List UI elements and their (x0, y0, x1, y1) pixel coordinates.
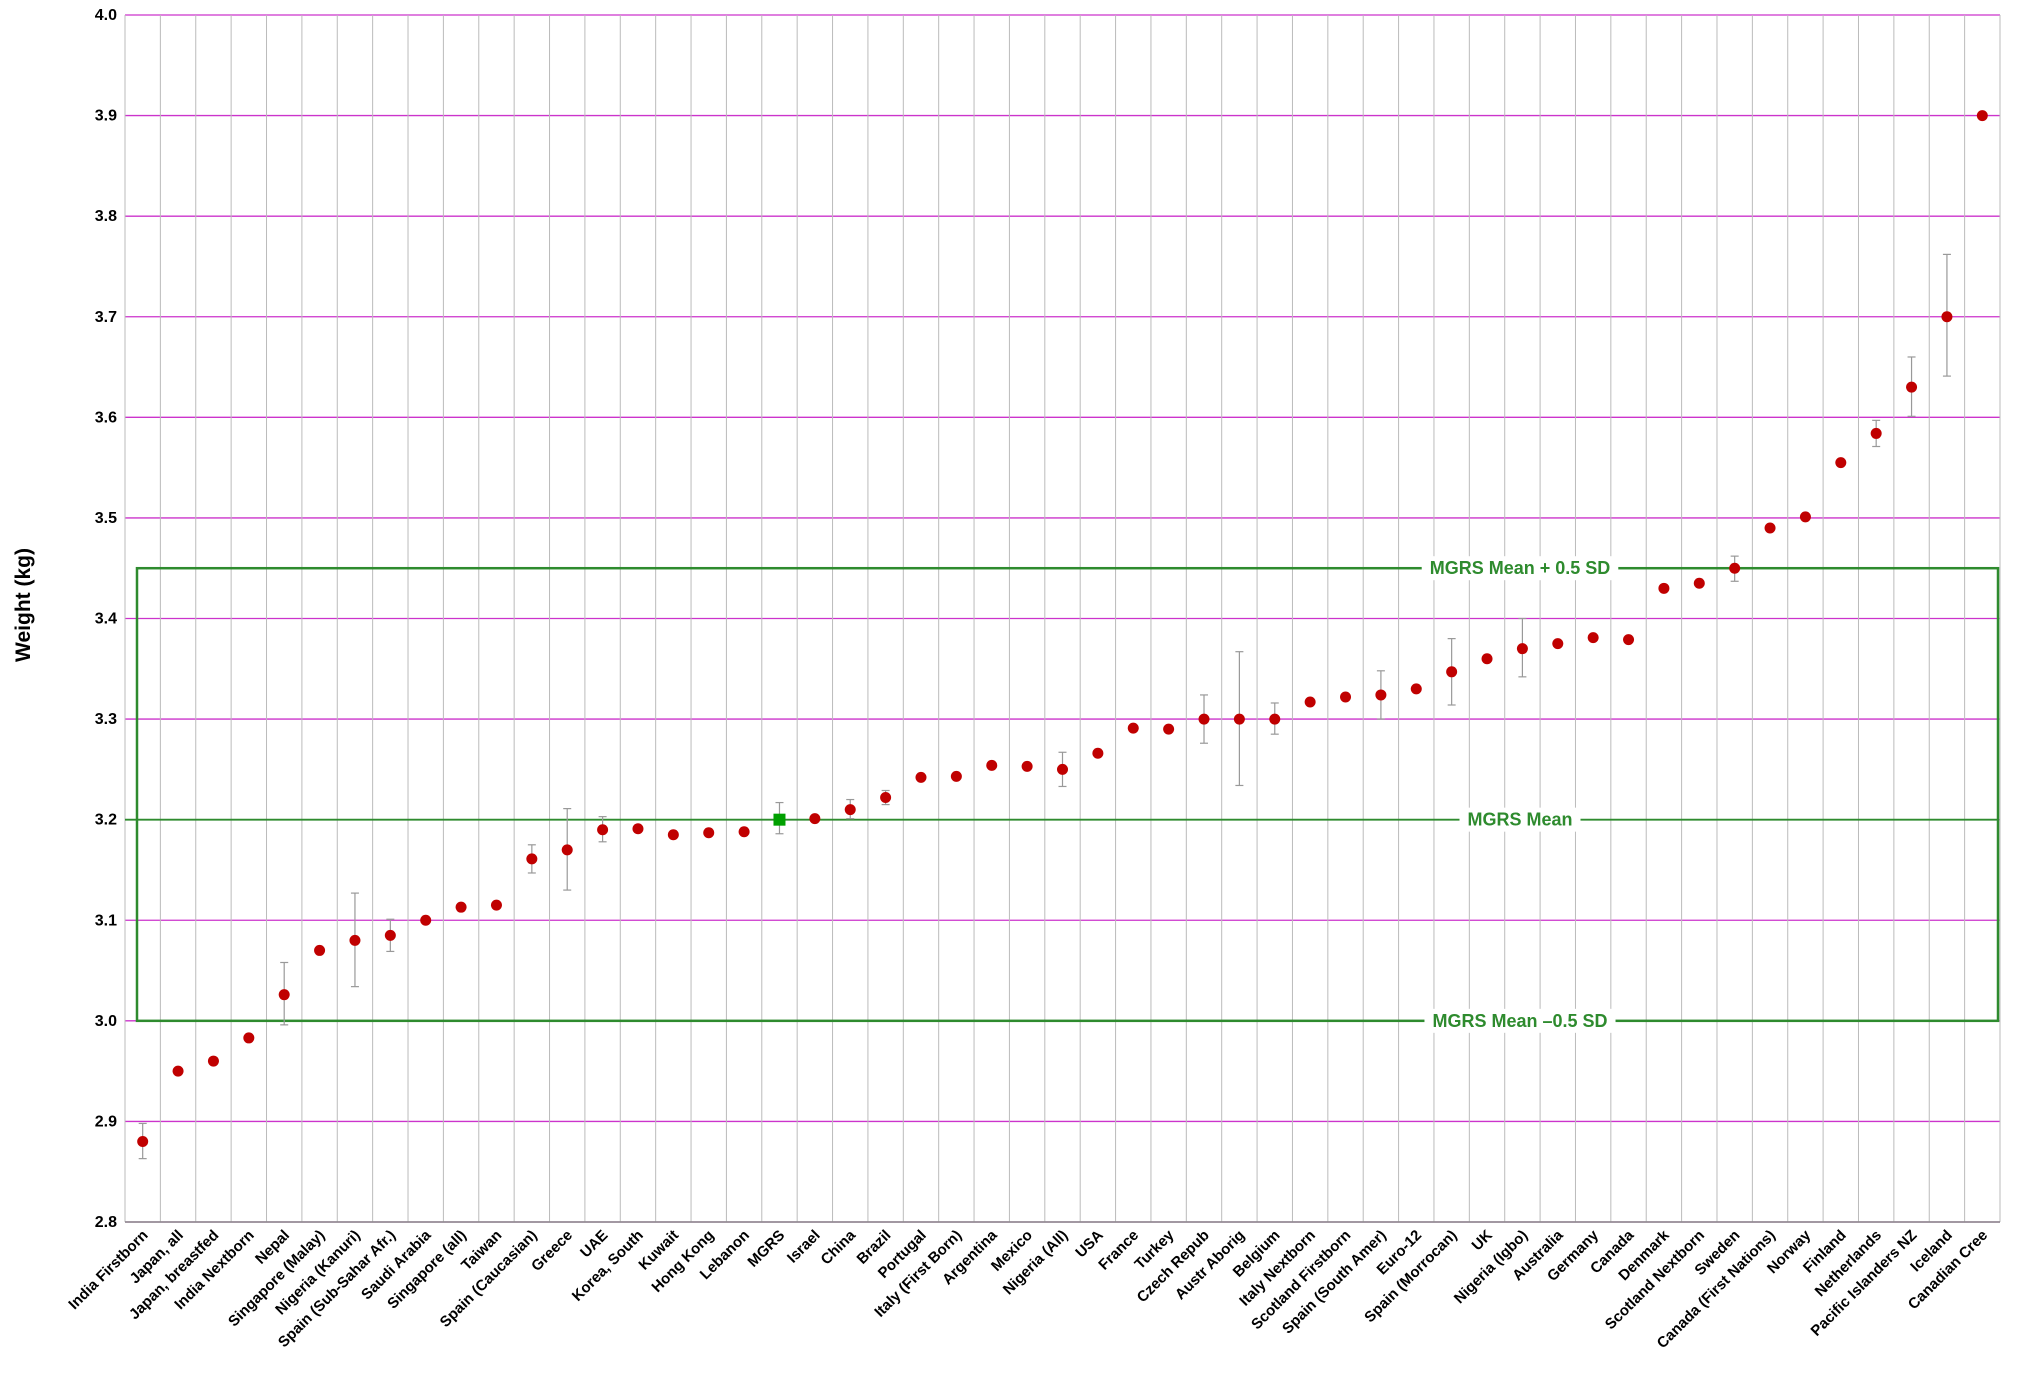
data-point (1410, 683, 1422, 695)
y-tick-label: 3.3 (95, 711, 117, 728)
reference-label-upper-background (1421, 556, 1619, 581)
data-point (880, 792, 892, 804)
data-point (1764, 522, 1776, 534)
data-point (1906, 381, 1918, 393)
data-point (1092, 747, 1104, 759)
y-tick-label: 2.9 (95, 1113, 117, 1130)
data-point (667, 829, 679, 841)
data-point (1481, 653, 1493, 665)
y-tick-label: 3.7 (95, 309, 117, 326)
y-tick-label: 3.9 (95, 108, 117, 125)
data-point (561, 844, 573, 856)
y-tick-label: 3.1 (95, 912, 117, 929)
data-point (1163, 723, 1175, 735)
y-tick-label: 3.2 (95, 812, 117, 829)
data-points (137, 110, 1988, 1148)
data-point (243, 1032, 255, 1044)
y-tick-labels: 2.8 2.9 3.0 3.1 3.2 3.3 3.4 3.5 3.6 3.7 3.8 3.9 4.0 (95, 7, 117, 1231)
data-point (1658, 582, 1670, 594)
reference-label-lower-background (1424, 1008, 1616, 1033)
data-point (915, 771, 927, 783)
data-point (1057, 763, 1068, 775)
data-point (597, 824, 609, 836)
data-point (950, 770, 962, 782)
reference-label-lower: MGRS Mean –0.5 SD (1432, 1011, 1607, 1031)
y-axis-label: Weight (kg) (12, 548, 35, 662)
data-point (384, 929, 396, 941)
y-tick-label: 3.5 (95, 510, 117, 527)
data-point (809, 813, 821, 825)
data-point (1340, 691, 1352, 703)
data-point (490, 899, 502, 911)
data-point (1021, 760, 1033, 772)
data-point (314, 944, 326, 956)
data-point (1976, 110, 1988, 122)
data-point (1623, 634, 1635, 646)
data-point (172, 1065, 184, 1077)
data-point (703, 827, 715, 839)
reference-label-mean-background (1459, 807, 1581, 832)
data-point (526, 853, 538, 865)
data-point (738, 826, 750, 838)
data-point (1198, 713, 1210, 725)
data-point (1375, 689, 1387, 701)
data-point (1552, 638, 1564, 650)
y-tick-label: 4.0 (95, 7, 117, 24)
data-point (1587, 632, 1599, 644)
data-point (1941, 311, 1953, 323)
data-point (207, 1055, 219, 1067)
reference-band-box (135, 566, 2000, 1023)
reference-label-mean: MGRS Mean (1467, 810, 1572, 830)
data-point (1446, 666, 1458, 678)
y-tick-label: 3.4 (95, 611, 117, 628)
data-point (1799, 511, 1811, 523)
data-point (1233, 713, 1245, 725)
data-point (1269, 713, 1281, 725)
data-point (1693, 577, 1705, 589)
data-point (632, 823, 644, 835)
data-point (1870, 427, 1882, 439)
data-point-mgrs (773, 813, 786, 826)
y-tick-label: 2.8 (95, 1214, 117, 1231)
data-point (1127, 722, 1139, 734)
reference-label-upper: MGRS Mean + 0.5 SD (1430, 558, 1611, 578)
y-tick-label: 3.0 (95, 1013, 117, 1030)
data-point (1516, 643, 1528, 655)
data-point (986, 759, 998, 771)
data-point (137, 1136, 149, 1148)
data-point (349, 934, 361, 946)
data-point (1729, 562, 1741, 574)
reference-band: MGRS Mean + 0.5 SD MGRS Mean MGRS Mean –0.… (125, 556, 2000, 1033)
data-point (420, 914, 432, 926)
data-point (278, 989, 290, 1001)
data-point (1835, 457, 1847, 469)
y-tick-label: 3.8 (95, 208, 117, 225)
data-point (1304, 696, 1316, 708)
y-tick-label: 3.6 (95, 409, 117, 426)
data-point (844, 804, 856, 816)
data-point (455, 901, 467, 913)
